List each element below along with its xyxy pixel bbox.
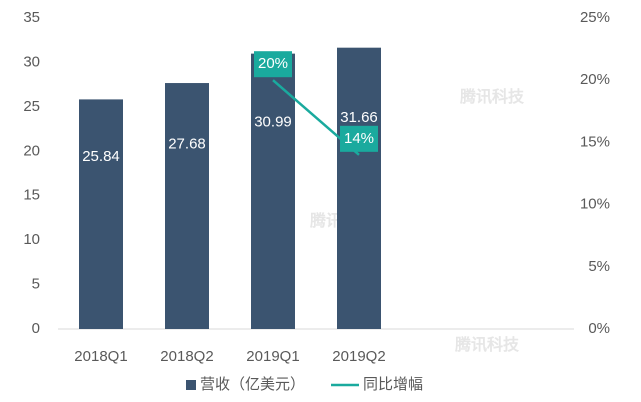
bar-value-label: 31.66 bbox=[340, 109, 378, 126]
y-tick-label: 15 bbox=[23, 187, 40, 204]
x-tick-label: 2018Q2 bbox=[160, 348, 213, 365]
y2-tick-label: 25% bbox=[580, 9, 610, 26]
bar bbox=[79, 99, 123, 329]
y-tick-label: 20 bbox=[23, 142, 40, 159]
value-label-box bbox=[254, 51, 292, 78]
y-tick-label: 5 bbox=[32, 276, 40, 293]
legend-swatch bbox=[186, 380, 196, 390]
value-label-box bbox=[340, 125, 378, 152]
watermark: 腾讯科技 bbox=[455, 335, 520, 354]
y2-tick-label: 20% bbox=[580, 71, 610, 88]
y2-tick-label: 5% bbox=[588, 258, 610, 275]
bar-value-label: 27.68 bbox=[168, 136, 206, 153]
bar-value-label: 30.99 bbox=[254, 113, 292, 130]
bar bbox=[165, 83, 209, 329]
x-tick-label: 2018Q1 bbox=[74, 348, 127, 365]
x-tick-label: 2019Q1 bbox=[246, 348, 299, 365]
x-tick-label: 2019Q2 bbox=[332, 348, 385, 365]
line-value-label: 14% bbox=[344, 130, 374, 147]
watermark: 腾讯科技 bbox=[460, 87, 525, 106]
y2-tick-label: 10% bbox=[580, 196, 610, 213]
legend-label: 同比增幅 bbox=[363, 376, 423, 393]
legend-label: 营收（亿美元） bbox=[200, 376, 305, 393]
y-tick-label: 10 bbox=[23, 231, 40, 248]
line-value-label: 20% bbox=[258, 55, 288, 72]
bar bbox=[251, 53, 295, 329]
bar bbox=[337, 47, 381, 330]
y-tick-label: 25 bbox=[23, 98, 40, 115]
y-tick-label: 35 bbox=[23, 9, 40, 26]
bar-value-label: 25.84 bbox=[82, 148, 120, 165]
y-tick-label: 30 bbox=[23, 53, 40, 70]
y2-tick-label: 0% bbox=[588, 320, 610, 337]
y-tick-label: 0 bbox=[32, 320, 40, 337]
y2-tick-label: 15% bbox=[580, 133, 610, 150]
